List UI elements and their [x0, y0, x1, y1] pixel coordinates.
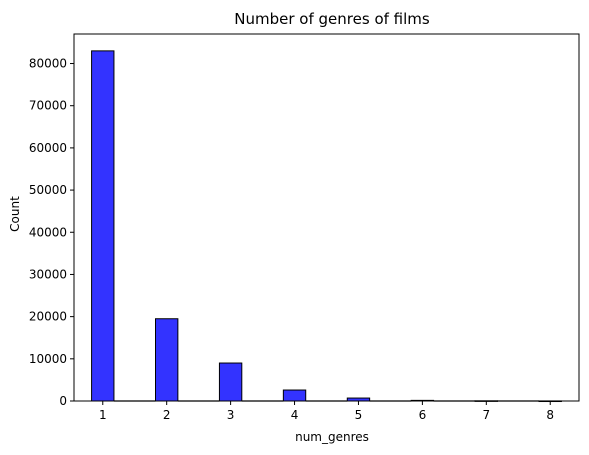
x-axis-label: num_genres [295, 430, 369, 444]
y-tick-label-3: 30000 [29, 267, 67, 281]
y-tick-label-8: 80000 [29, 57, 67, 71]
y-tick-label-1: 10000 [29, 352, 67, 366]
x-tick-label-7: 8 [546, 408, 554, 422]
plot-background [74, 34, 579, 401]
x-tick-label-2: 3 [227, 408, 235, 422]
y-tick-label-7: 70000 [29, 99, 67, 113]
y-axis-label: Count [8, 196, 22, 232]
x-tick-label-5: 6 [419, 408, 427, 422]
y-tick-label-0: 0 [59, 394, 67, 408]
x-tick-label-0: 1 [99, 408, 107, 422]
axes-frame [73, 33, 580, 402]
x-tick-label-1: 2 [163, 408, 171, 422]
y-tick-label-4: 40000 [29, 225, 67, 239]
y-tick-label-2: 20000 [29, 310, 67, 324]
bar-num-genres-2 [155, 318, 179, 402]
x-tick-label-4: 5 [355, 408, 363, 422]
plot-area [74, 34, 579, 401]
y-tick-label-6: 60000 [29, 141, 67, 155]
chart-title: Number of genres of films [234, 10, 430, 28]
x-tick-label-6: 7 [482, 408, 490, 422]
y-tick-label-5: 50000 [29, 183, 67, 197]
bar-num-genres-3 [218, 362, 243, 402]
bar-num-genres-4 [282, 389, 307, 402]
bar-num-genres-1 [91, 50, 115, 402]
x-tick-label-3: 4 [291, 408, 299, 422]
axes-layer: 0 10000 20000 30000 40000 50000 60000 70000 8000… [29, 33, 580, 422]
